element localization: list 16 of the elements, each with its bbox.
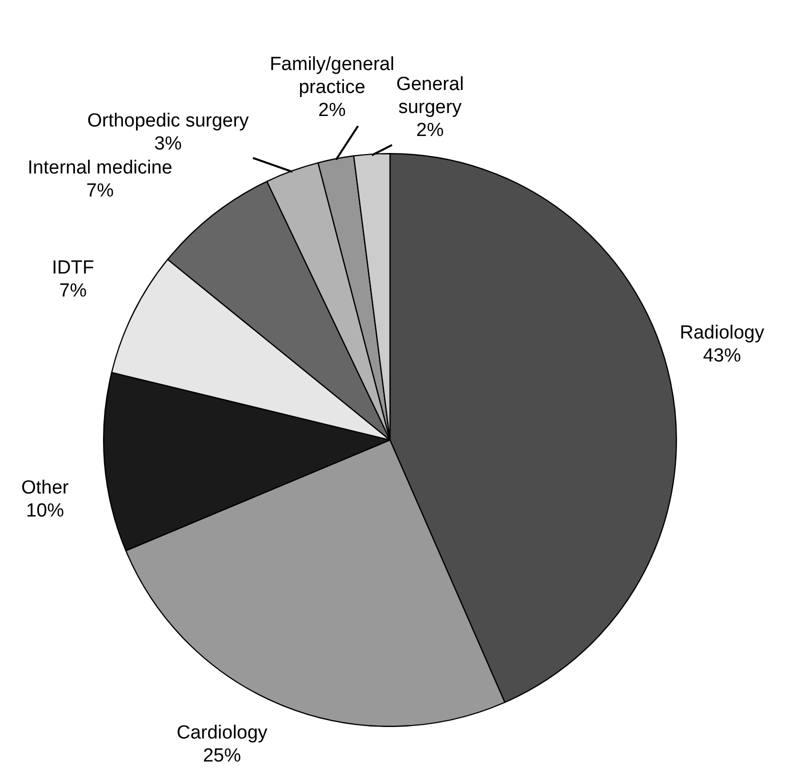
data-label: 25% xyxy=(202,746,242,767)
slice-label: Internal medicine xyxy=(28,158,172,179)
slice-label: Other xyxy=(21,478,70,499)
slice-label: Radiology xyxy=(680,322,765,344)
data-label: 7% xyxy=(59,280,87,302)
slice-label: Orthopedic surgery xyxy=(87,110,250,132)
data-label: 3% xyxy=(154,134,182,155)
data-label: 10% xyxy=(26,500,64,522)
data-label: 2% xyxy=(318,100,346,122)
data-label: 7% xyxy=(86,180,114,202)
slice-label: General surgery xyxy=(396,74,464,118)
slice-label: Family/general practice xyxy=(270,54,394,98)
data-label: 2% xyxy=(416,120,444,142)
data-label: 43% xyxy=(702,346,742,367)
slice-label: Cardiology xyxy=(176,722,268,744)
slice-label: IDTF xyxy=(52,258,94,279)
